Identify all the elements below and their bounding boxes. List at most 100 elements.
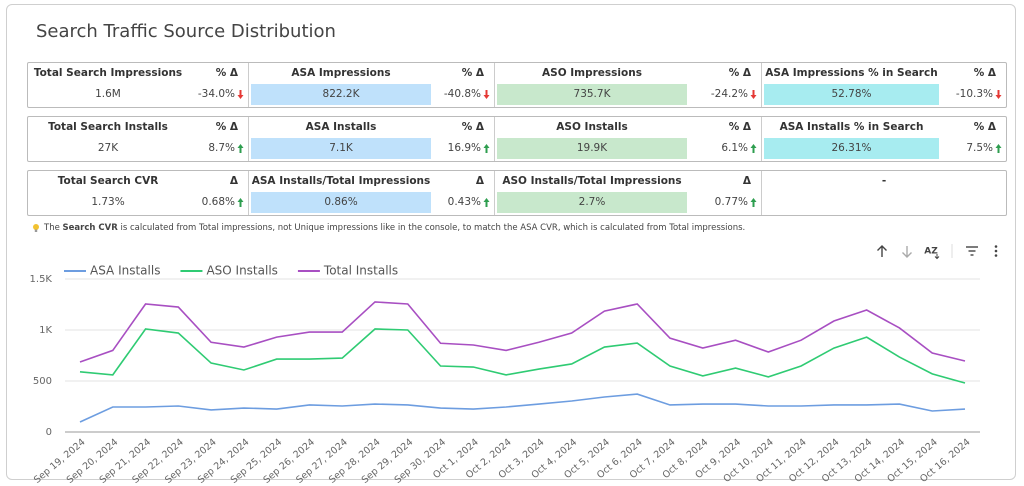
kpi-delta-label: Δ [475, 175, 484, 187]
kpi-value: 2.7% [497, 192, 687, 213]
kpi-cell: ASO Installs/Total Impressions 2.7% [494, 171, 689, 215]
kpi-delta-cell: % Δ 16.9% [433, 117, 494, 161]
trend-up-icon [483, 143, 490, 153]
kpi-value: 735.7K [497, 84, 687, 105]
kpi-label: ASA Installs % in Search [779, 121, 924, 133]
kpi-delta-row: 16.9% [433, 138, 490, 159]
menu-button[interactable] [994, 245, 998, 257]
kpi-delta-label: % Δ [215, 67, 238, 79]
kpi-value: 26.31% [764, 138, 939, 159]
kpi-delta-label: % Δ [215, 121, 238, 133]
y-tick-label: 1.5K [30, 274, 53, 285]
kpi-value: 822.2K [251, 84, 431, 105]
kpi-delta: 0.77% [714, 196, 748, 208]
kpi-delta: -34.0% [197, 88, 235, 100]
series-line [79, 328, 966, 384]
sort-asc-button[interactable] [877, 245, 887, 257]
kpi-label: ASO Impressions [542, 67, 642, 79]
kpi-cell: ASO Impressions 735.7K [494, 63, 689, 107]
trend-down-icon [750, 89, 757, 99]
kpi-delta-row: 6.1% [689, 138, 757, 159]
kpi-cell: ASA Impressions % in Search 52.78% [761, 63, 941, 107]
note-bold: Search CVR [62, 223, 118, 233]
legend-label: Total Installs [323, 264, 398, 278]
kpi-delta-row: -10.3% [941, 84, 1002, 105]
kpi-label: Total Search Impressions [33, 67, 183, 79]
trend-up-icon [995, 143, 1002, 153]
kpi-delta-row: 0.43% [433, 192, 490, 213]
note-text: The [44, 223, 63, 233]
kpi-delta-label: % Δ [728, 121, 751, 133]
kpi-delta-cell: % Δ 7.5% [941, 117, 1006, 161]
kpi-delta: 0.68% [201, 196, 235, 208]
kpi-delta-cell: % Δ -34.0% [188, 63, 248, 107]
sort-label: AZ [924, 247, 938, 257]
kpi-cell: Total Search Impressions 1.6M [28, 63, 188, 107]
trend-up-icon [237, 197, 244, 207]
note-icon [33, 224, 39, 232]
kpi-delta-row: 0.68% [188, 192, 244, 213]
kpi-delta-row: 0.77% [689, 192, 757, 213]
kpi-cell: ASA Installs % in Search 26.31% [761, 117, 941, 161]
y-tick-label: 1K [39, 325, 52, 336]
kpi-cell: ASA Installs/Total Impressions 0.86% [248, 171, 433, 215]
kpi-delta-cell: Δ 0.68% [188, 171, 248, 215]
series-line [79, 393, 966, 423]
kpi-label: Total Search CVR [57, 175, 159, 187]
kpi-delta: -24.2% [710, 88, 748, 100]
legend-label: ASA Installs [90, 264, 160, 278]
note: The Search CVR is calculated from Total … [44, 223, 745, 233]
kpi-delta-cell: % Δ 6.1% [689, 117, 761, 161]
series-line [79, 301, 966, 363]
kpi-value: 7.1K [251, 138, 431, 159]
trend-down-icon [483, 89, 490, 99]
kpi-row: Total Search Impressions 1.6M % Δ -34.0% ASA… [27, 62, 1007, 108]
kpi-delta-label: % Δ [461, 67, 484, 79]
kpi-label: - [881, 175, 887, 187]
kpi-label: ASA Installs/Total Impressions [251, 175, 431, 187]
kpi-delta-cell: % Δ -40.8% [433, 63, 494, 107]
kpi-delta-cell: % Δ -10.3% [941, 63, 1006, 107]
kpi-label: ASO Installs [556, 121, 628, 133]
kpi-label: ASO Installs/Total Impressions [502, 175, 682, 187]
kpi-value: 1.6M [95, 88, 121, 100]
kpi-value: 52.78% [764, 84, 939, 105]
card [6, 4, 1016, 480]
filter-button[interactable] [966, 246, 978, 256]
kpi-delta-label: Δ [229, 175, 238, 187]
kpi-value: 27K [97, 142, 119, 154]
kpi-value: 0.86% [251, 192, 431, 213]
kpi-delta: 7.5% [966, 142, 993, 154]
page-title: Search Traffic Source Distribution [36, 21, 336, 42]
kpi-label: Total Search Installs [48, 121, 168, 133]
kpi-delta: -40.8% [443, 88, 481, 100]
kpi-delta-cell: % Δ 8.7% [188, 117, 248, 161]
trend-down-icon [995, 89, 1002, 99]
sort-az-button[interactable]: AZ [924, 247, 940, 260]
kpi-delta: 16.9% [447, 142, 481, 154]
kpi-delta-row: -34.0% [188, 84, 244, 105]
trend-up-icon [483, 197, 490, 207]
sort-desc-button[interactable] [902, 246, 912, 258]
legend-label: ASO Installs [206, 264, 277, 278]
kpi-label: ASA Installs [305, 121, 377, 133]
kpi-delta: 8.7% [208, 142, 235, 154]
kpi-delta-row: -40.8% [433, 84, 490, 105]
kpi-row: Total Search CVR 1.73% Δ 0.68% ASA Installs/… [27, 170, 1007, 216]
kpi-label: ASA Impressions % in Search [765, 67, 938, 79]
kpi-cell: Total Search CVR 1.73% [28, 171, 188, 215]
kpi-cell: Total Search Installs 27K [28, 117, 188, 161]
kpi-cell: ASO Installs 19.9K [494, 117, 689, 161]
kpi-delta-row: 7.5% [941, 138, 1002, 159]
kpi-delta-cell: % Δ -24.2% [689, 63, 761, 107]
kpi-value: 19.9K [497, 138, 687, 159]
kpi-cell: ASA Installs 7.1K [248, 117, 433, 161]
trend-up-icon [750, 143, 757, 153]
kpi-delta: 6.1% [721, 142, 748, 154]
kpi-delta-label: % Δ [461, 121, 484, 133]
trend-up-icon [237, 143, 244, 153]
kpi-delta: -10.3% [955, 88, 993, 100]
trend-up-icon [750, 197, 757, 207]
kpi-delta-cell: Δ 0.77% [689, 171, 761, 215]
